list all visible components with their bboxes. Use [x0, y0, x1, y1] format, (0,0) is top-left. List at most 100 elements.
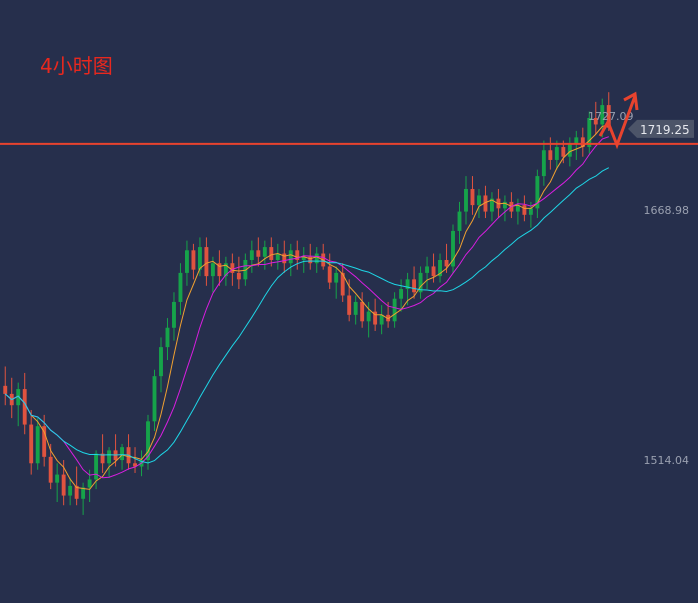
candle-body [366, 311, 371, 322]
candle-body [87, 479, 92, 488]
candle-body [438, 259, 442, 277]
candle-body [490, 198, 494, 212]
candle-body [42, 426, 47, 457]
candle-body [567, 143, 572, 157]
candle-body [412, 279, 417, 293]
candle-body [230, 263, 235, 273]
candle-body [152, 376, 157, 422]
candle-body [48, 456, 53, 483]
candle-body [100, 453, 105, 464]
candle-body [185, 250, 189, 273]
candle-body [580, 137, 585, 148]
candle-body [68, 485, 73, 496]
candle-body [347, 295, 352, 315]
candle-body [210, 263, 215, 277]
candle-body [528, 208, 533, 215]
candle-body [107, 450, 112, 464]
candle-body [392, 298, 397, 322]
candle-body [61, 474, 66, 496]
candle-body [178, 272, 183, 302]
candle-body [483, 195, 488, 212]
candle-body [55, 474, 60, 483]
candle-body [172, 301, 176, 328]
candle-body [314, 253, 319, 264]
candle-body [282, 253, 287, 264]
candle-body [217, 263, 222, 277]
candle-body [16, 389, 21, 406]
candle-body [295, 250, 300, 260]
ma-line-ma20 [4, 167, 610, 464]
candle-body [587, 117, 592, 148]
candle-body [606, 105, 611, 128]
candle-body [535, 176, 540, 209]
candle-body [561, 147, 566, 157]
candle-body [541, 150, 546, 177]
candle-body [386, 314, 391, 322]
ma-line-ma10 [4, 136, 609, 479]
candle-body [515, 205, 520, 212]
candle-body [243, 259, 248, 280]
candle-body [405, 279, 410, 290]
candle-body [197, 247, 202, 270]
candle-body [301, 256, 306, 260]
candle-body [256, 250, 261, 257]
candle-body [81, 487, 86, 499]
candle-body [425, 266, 429, 273]
candle-body [133, 463, 137, 467]
candle-body [236, 272, 241, 280]
high-marker-label: 1727.09 [588, 110, 634, 123]
candle-body [74, 485, 79, 499]
candle-body [353, 301, 358, 315]
forecast-arrow [598, 95, 637, 150]
candle-body [451, 230, 455, 267]
candle-body [522, 205, 527, 215]
candle-body [457, 211, 462, 231]
candle-body [554, 147, 559, 160]
candle-body [418, 272, 423, 293]
candle-body [146, 421, 150, 461]
candle-body [379, 314, 384, 325]
candle-body [548, 150, 553, 160]
candle-body [373, 311, 378, 325]
candle-body [275, 253, 280, 260]
current-price-label: 1719.25 [640, 123, 690, 137]
candle-body [360, 301, 365, 322]
candle-body [94, 453, 99, 480]
candle-body [327, 266, 332, 283]
candle-body [574, 137, 579, 144]
y-axis-tick-label: 1514.04 [644, 454, 690, 467]
candle-body [191, 250, 196, 270]
candle-body [159, 347, 163, 377]
candle-body [223, 263, 228, 277]
candle-body [593, 117, 598, 125]
candle-body [334, 272, 339, 283]
candle-body [470, 188, 475, 206]
candle-body [22, 389, 27, 425]
candle-body [477, 195, 481, 206]
candle-body [120, 447, 124, 461]
candle-body [204, 247, 209, 277]
candle-body [269, 247, 274, 260]
candle-body [29, 424, 34, 464]
current-price-tag [628, 119, 694, 138]
y-axis-tick-label: 1668.98 [644, 204, 690, 217]
candle-body [399, 289, 404, 299]
candle-body [165, 327, 170, 348]
candle-body [288, 250, 293, 264]
candle-body [444, 259, 449, 267]
candle-body [249, 250, 254, 260]
candle-body [308, 256, 313, 264]
candle-body [502, 201, 507, 209]
candle-body [262, 247, 267, 257]
candle-body [3, 385, 8, 394]
candle-body [35, 426, 40, 464]
chart-title: 4小时图 [40, 54, 113, 78]
candle-body [464, 188, 468, 212]
candle-body [431, 266, 436, 277]
forecast-arrow-head-icon [623, 91, 639, 111]
candle-body [600, 105, 605, 125]
candle-body [340, 272, 345, 296]
ma-line-ma5 [4, 124, 609, 490]
